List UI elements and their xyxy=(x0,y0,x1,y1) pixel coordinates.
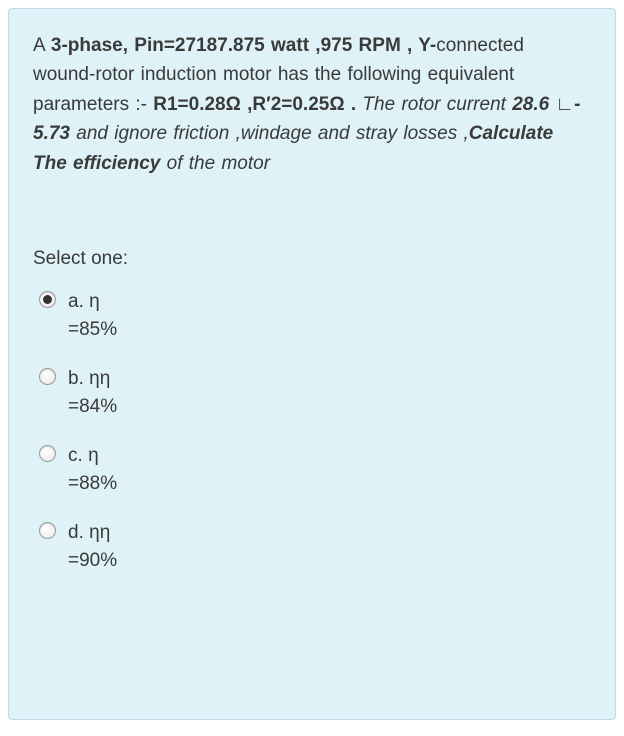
q-seg: of the motor xyxy=(160,153,270,174)
option-symbol: ηη xyxy=(89,522,110,543)
q-seg: The rotor current xyxy=(362,94,506,115)
radio-d[interactable] xyxy=(39,522,56,539)
option-c[interactable]: c. η =88% xyxy=(33,442,591,497)
option-d[interactable]: d. ηη =90% xyxy=(33,519,591,574)
option-a-label: a. η =85% xyxy=(68,288,117,343)
radio-c[interactable] xyxy=(39,445,56,462)
question-box: A 3-phase, Pin=27187.875 watt ,975 RPM ,… xyxy=(8,8,616,720)
radio-b[interactable] xyxy=(39,368,56,385)
option-symbol: ηη xyxy=(89,368,110,389)
option-symbol: η xyxy=(88,445,99,466)
options-group: a. η =85% b. ηη =84% c. η =88% d xyxy=(33,288,591,574)
option-value: =88% xyxy=(68,473,117,494)
option-letter: d. xyxy=(68,522,84,543)
option-symbol: η xyxy=(89,291,100,312)
option-letter: b. xyxy=(68,368,84,389)
option-c-label: c. η =88% xyxy=(68,442,117,497)
radio-a[interactable] xyxy=(39,291,56,308)
option-d-label: d. ηη =90% xyxy=(68,519,117,574)
option-value: =84% xyxy=(68,396,117,417)
option-b[interactable]: b. ηη =84% xyxy=(33,365,591,420)
option-value: =90% xyxy=(68,550,117,571)
q-seg: 3-phase, Pin=27187.875 watt ,975 RPM , Y… xyxy=(51,35,436,56)
option-letter: c. xyxy=(68,445,83,466)
option-value: =85% xyxy=(68,319,117,340)
q-seg: A xyxy=(33,35,51,56)
select-one-prompt: Select one: xyxy=(33,248,591,270)
q-seg: and ignore friction ,windage and stray l… xyxy=(70,123,469,144)
option-b-label: b. ηη =84% xyxy=(68,365,117,420)
question-text: A 3-phase, Pin=27187.875 watt ,975 RPM ,… xyxy=(33,31,591,178)
option-letter: a. xyxy=(68,291,84,312)
q-seg: R1=0.28Ω ,R′2=0.25Ω . xyxy=(153,94,356,115)
option-a[interactable]: a. η =85% xyxy=(33,288,591,343)
